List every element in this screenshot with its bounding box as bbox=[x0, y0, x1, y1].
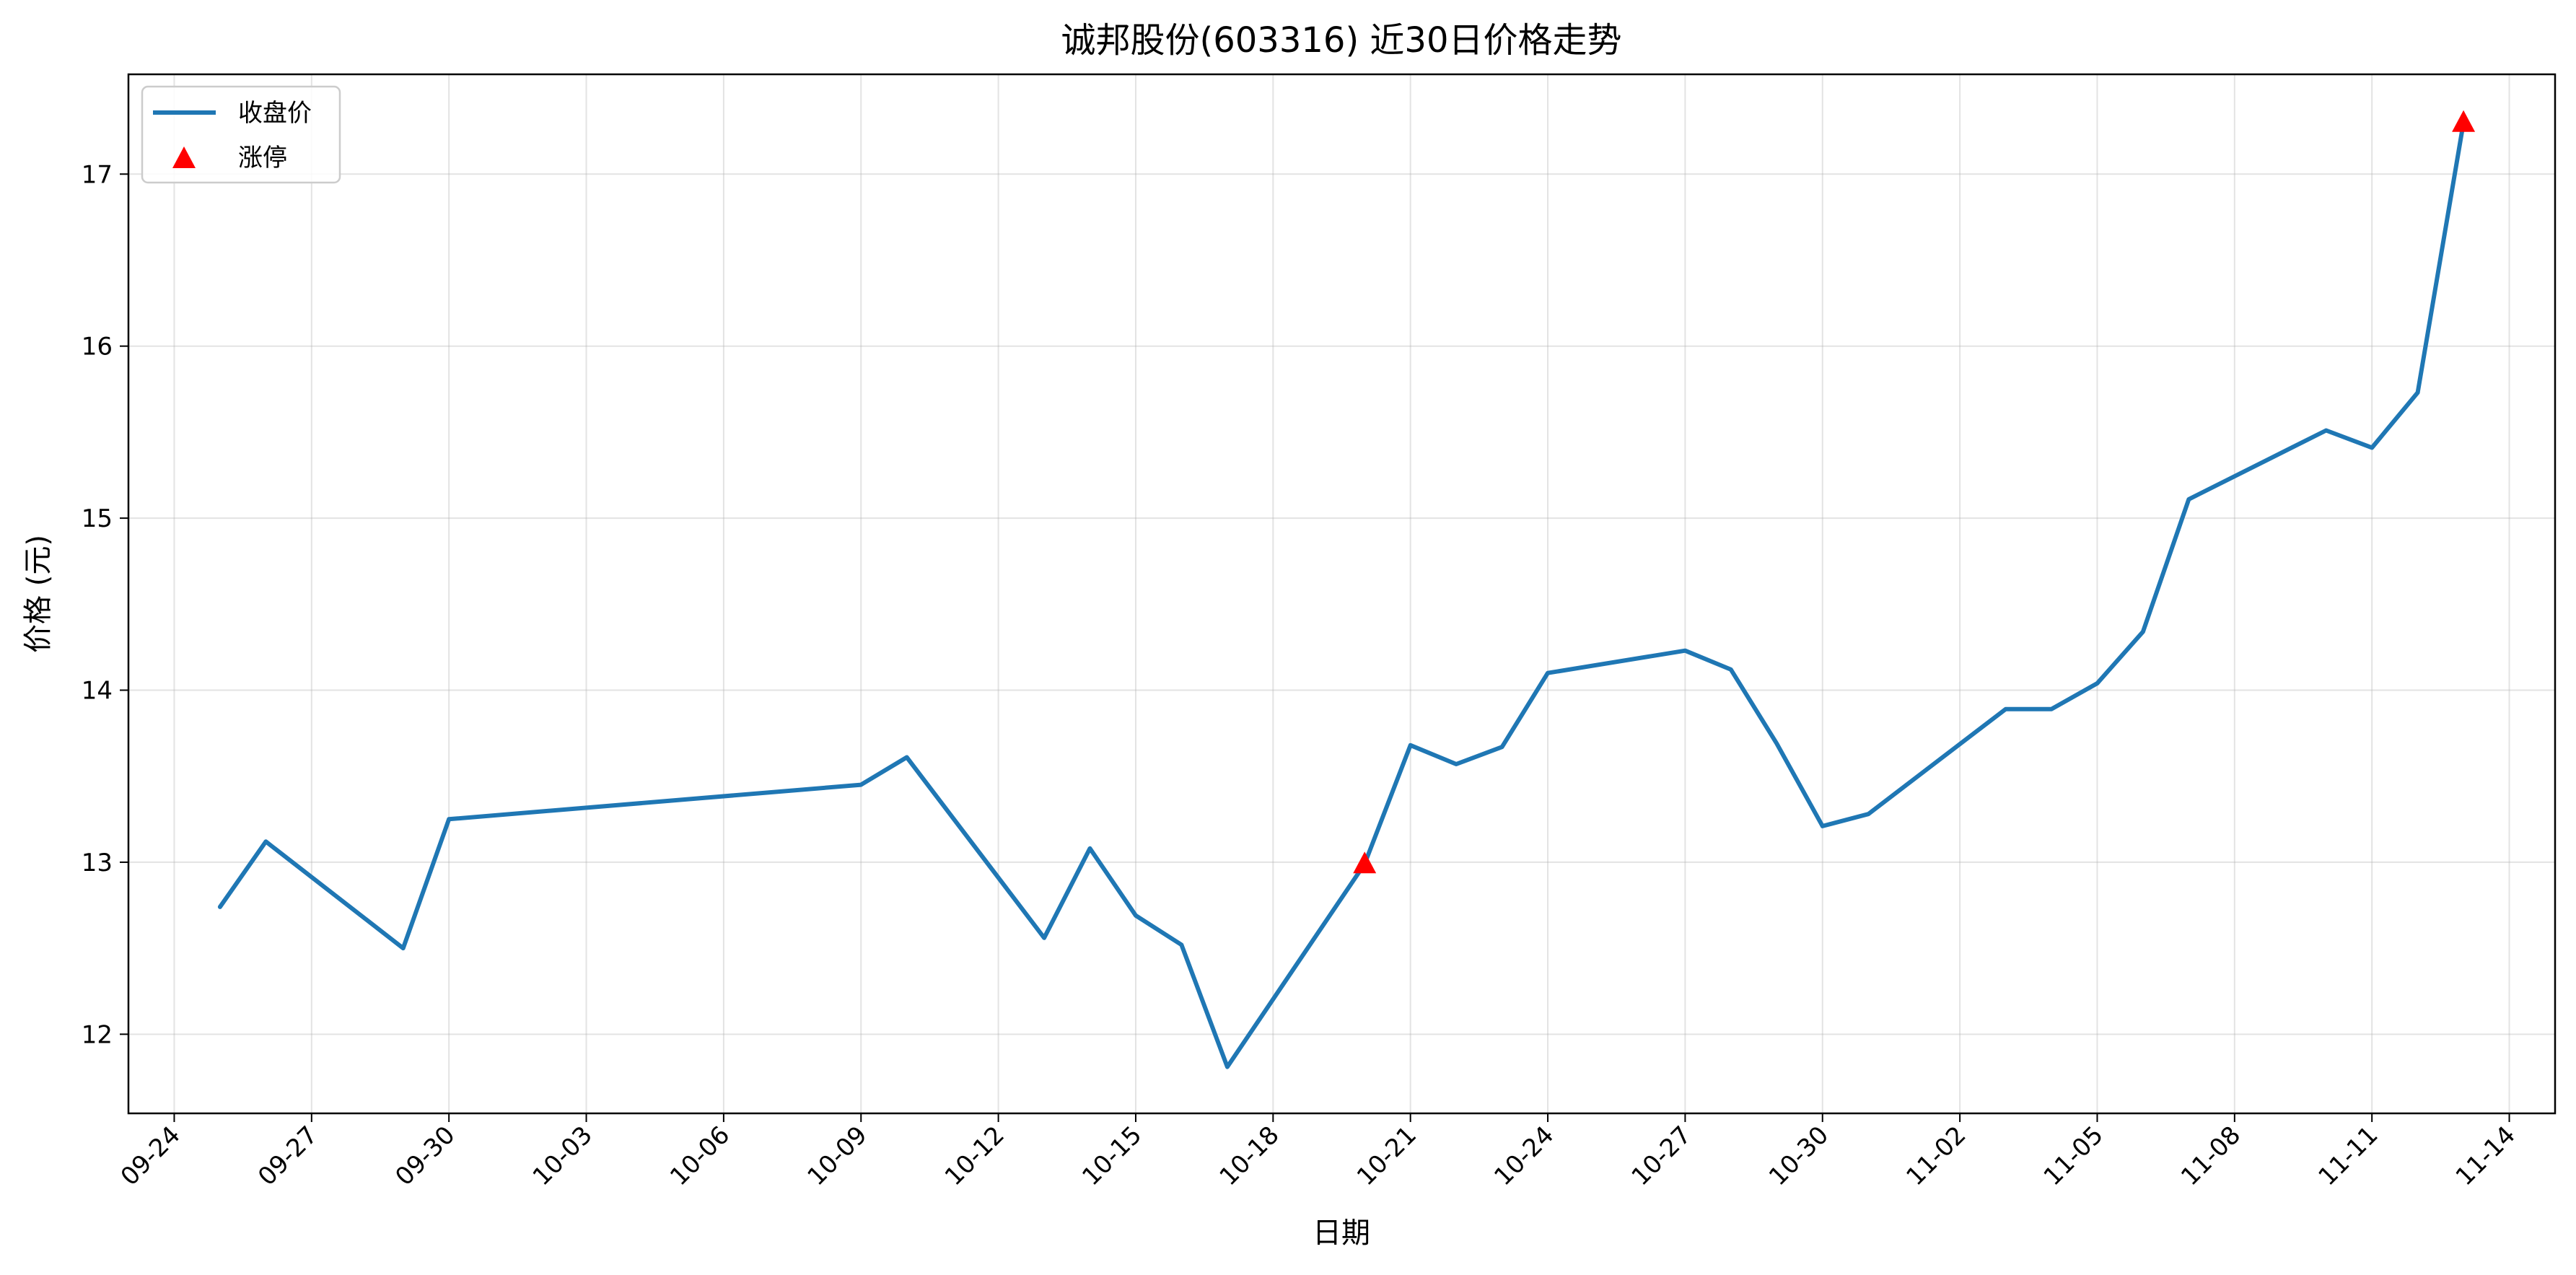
legend-label-close: 收盘价 bbox=[238, 99, 312, 128]
y-tick-label: 14 bbox=[82, 677, 113, 706]
x-axis-label: 日期 bbox=[1313, 1217, 1370, 1250]
y-tick-label: 17 bbox=[82, 160, 113, 189]
limit-up-marker bbox=[2452, 110, 2476, 132]
plot-frame bbox=[127, 73, 2557, 1115]
y-tick-label: 13 bbox=[82, 849, 113, 877]
chart-title: 诚邦股份(603316) 近30日价格走势 bbox=[1061, 20, 1621, 61]
y-axis-label: 价格 (元) bbox=[22, 535, 55, 653]
series-layer bbox=[217, 110, 2476, 1069]
close-price-line bbox=[217, 120, 2466, 1069]
grid bbox=[128, 74, 2555, 1113]
legend-marker-limit-up bbox=[172, 146, 196, 168]
legend: 收盘价 涨停 bbox=[141, 85, 341, 184]
legend-label-limit-up: 涨停 bbox=[238, 144, 287, 172]
y-tick-label: 16 bbox=[82, 333, 113, 362]
y-tick-label: 12 bbox=[82, 1020, 113, 1049]
limit-up-marker bbox=[1353, 851, 1377, 874]
y-tick-label: 15 bbox=[82, 504, 113, 533]
